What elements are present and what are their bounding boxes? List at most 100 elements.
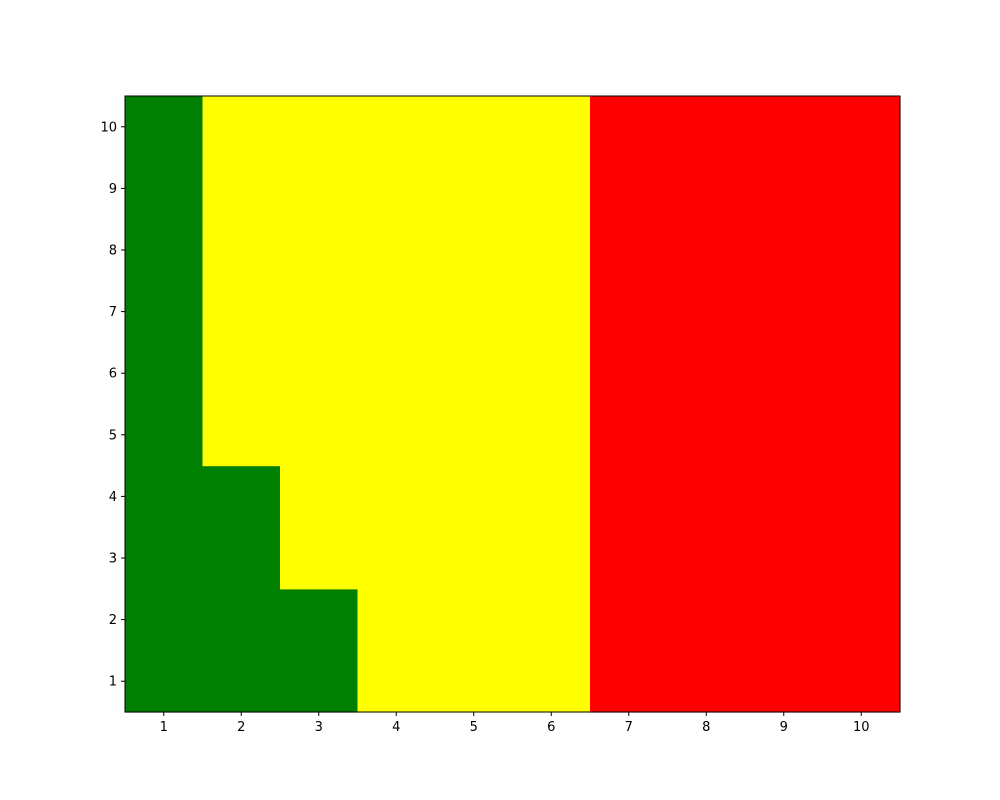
heatmap-cell-2-8 bbox=[202, 219, 281, 282]
heatmap-cell-8-5 bbox=[667, 404, 746, 467]
heatmap-cell-10-4 bbox=[822, 465, 901, 528]
y-tick-label-7: 7 bbox=[109, 305, 117, 320]
heatmap-cell-2-1 bbox=[202, 650, 281, 713]
x-tick-label-6: 6 bbox=[547, 720, 555, 735]
heatmap-cell-8-1 bbox=[667, 650, 746, 713]
heatmap-cell-9-5 bbox=[745, 404, 824, 467]
heatmap-cell-2-9 bbox=[202, 157, 281, 220]
heatmap-cell-4-5 bbox=[357, 404, 436, 467]
heatmap-cell-5-1 bbox=[435, 650, 514, 713]
heatmap-cell-8-6 bbox=[667, 342, 746, 405]
y-tick-label-10: 10 bbox=[100, 120, 117, 135]
heatmap-cell-10-8 bbox=[822, 219, 901, 282]
heatmap-cell-4-1 bbox=[357, 650, 436, 713]
x-tick-label-3: 3 bbox=[315, 720, 323, 735]
heatmap-cell-1-9 bbox=[125, 157, 204, 220]
y-tick-label-6: 6 bbox=[109, 367, 117, 382]
heatmap-cell-8-8 bbox=[667, 219, 746, 282]
x-tick-label-4: 4 bbox=[392, 720, 400, 735]
x-tick-label-7: 7 bbox=[625, 720, 633, 735]
heatmap-cell-2-7 bbox=[202, 280, 281, 343]
heatmap-cell-10-1 bbox=[822, 650, 901, 713]
heatmap-cell-3-7 bbox=[280, 280, 359, 343]
y-axis: 1 2 3 4 5 6 7 8 9 10 bbox=[100, 120, 125, 690]
y-tick-label-5: 5 bbox=[109, 428, 117, 443]
heatmap-cell-5-5 bbox=[435, 404, 514, 467]
heatmap-cell-5-2 bbox=[435, 588, 514, 651]
heatmap-cell-2-3 bbox=[202, 527, 281, 590]
heatmap-cell-2-5 bbox=[202, 404, 281, 467]
heatmap-cell-8-7 bbox=[667, 280, 746, 343]
heatmap-cell-7-3 bbox=[590, 527, 669, 590]
heatmap-cell-3-8 bbox=[280, 219, 359, 282]
heatmap-cell-9-9 bbox=[745, 157, 824, 220]
heatmap-cell-3-1 bbox=[280, 650, 359, 713]
heatmap-cell-4-9 bbox=[357, 157, 436, 220]
heatmap-cell-6-7 bbox=[512, 280, 591, 343]
heatmap-cell-9-6 bbox=[745, 342, 824, 405]
heatmap-cell-10-9 bbox=[822, 157, 901, 220]
y-tick-label-9: 9 bbox=[109, 182, 117, 197]
heatmap-cell-7-7 bbox=[590, 280, 669, 343]
heatmap-cells bbox=[125, 96, 901, 713]
heatmap-cell-2-10 bbox=[202, 96, 281, 159]
heatmap-cell-8-4 bbox=[667, 465, 746, 528]
heatmap-cell-1-4 bbox=[125, 465, 204, 528]
x-tick-label-8: 8 bbox=[702, 720, 710, 735]
heatmap-cell-9-4 bbox=[745, 465, 824, 528]
heatmap-cell-4-4 bbox=[357, 465, 436, 528]
x-tick-label-10: 10 bbox=[853, 720, 870, 735]
heatmap-cell-1-3 bbox=[125, 527, 204, 590]
heatmap-cell-1-10 bbox=[125, 96, 204, 159]
heatmap-cell-3-6 bbox=[280, 342, 359, 405]
heatmap-cell-5-9 bbox=[435, 157, 514, 220]
heatmap-cell-10-7 bbox=[822, 280, 901, 343]
heatmap-cell-1-7 bbox=[125, 280, 204, 343]
heatmap-cell-6-5 bbox=[512, 404, 591, 467]
heatmap-cell-2-4 bbox=[202, 465, 281, 528]
heatmap-cell-6-8 bbox=[512, 219, 591, 282]
heatmap-cell-4-2 bbox=[357, 588, 436, 651]
heatmap-cell-3-4 bbox=[280, 465, 359, 528]
heatmap-cell-7-5 bbox=[590, 404, 669, 467]
x-tick-label-5: 5 bbox=[470, 720, 478, 735]
heatmap-cell-1-8 bbox=[125, 219, 204, 282]
heatmap-cell-10-5 bbox=[822, 404, 901, 467]
heatmap-cell-8-10 bbox=[667, 96, 746, 159]
heatmap-cell-9-7 bbox=[745, 280, 824, 343]
heatmap-cell-7-8 bbox=[590, 219, 669, 282]
heatmap-cell-4-10 bbox=[357, 96, 436, 159]
heatmap-cell-10-10 bbox=[822, 96, 901, 159]
heatmap-cell-8-2 bbox=[667, 588, 746, 651]
heatmap-cell-9-8 bbox=[745, 219, 824, 282]
heatmap-cell-10-2 bbox=[822, 588, 901, 651]
heatmap-cell-1-2 bbox=[125, 588, 204, 651]
heatmap-cell-10-6 bbox=[822, 342, 901, 405]
heatmap-cell-5-7 bbox=[435, 280, 514, 343]
x-tick-label-1: 1 bbox=[160, 720, 168, 735]
x-tick-label-9: 9 bbox=[780, 720, 788, 735]
heatmap-cell-2-6 bbox=[202, 342, 281, 405]
x-tick-label-2: 2 bbox=[237, 720, 245, 735]
heatmap-cell-4-3 bbox=[357, 527, 436, 590]
heatmap-cell-9-3 bbox=[745, 527, 824, 590]
heatmap-cell-1-1 bbox=[125, 650, 204, 713]
y-tick-label-1: 1 bbox=[109, 675, 117, 690]
heatmap-cell-6-6 bbox=[512, 342, 591, 405]
heatmap-cell-3-9 bbox=[280, 157, 359, 220]
heatmap-cell-9-1 bbox=[745, 650, 824, 713]
heatmap-cell-9-2 bbox=[745, 588, 824, 651]
y-tick-label-8: 8 bbox=[109, 244, 117, 259]
heatmap-cell-6-2 bbox=[512, 588, 591, 651]
heatmap-cell-3-10 bbox=[280, 96, 359, 159]
heatmap-cell-3-3 bbox=[280, 527, 359, 590]
heatmap-cell-7-6 bbox=[590, 342, 669, 405]
heatmap-cell-7-4 bbox=[590, 465, 669, 528]
heatmap-cell-7-1 bbox=[590, 650, 669, 713]
heatmap-cell-6-4 bbox=[512, 465, 591, 528]
y-tick-label-4: 4 bbox=[109, 490, 117, 505]
heatmap-cell-5-8 bbox=[435, 219, 514, 282]
heatmap-cell-2-2 bbox=[202, 588, 281, 651]
heatmap-cell-5-3 bbox=[435, 527, 514, 590]
